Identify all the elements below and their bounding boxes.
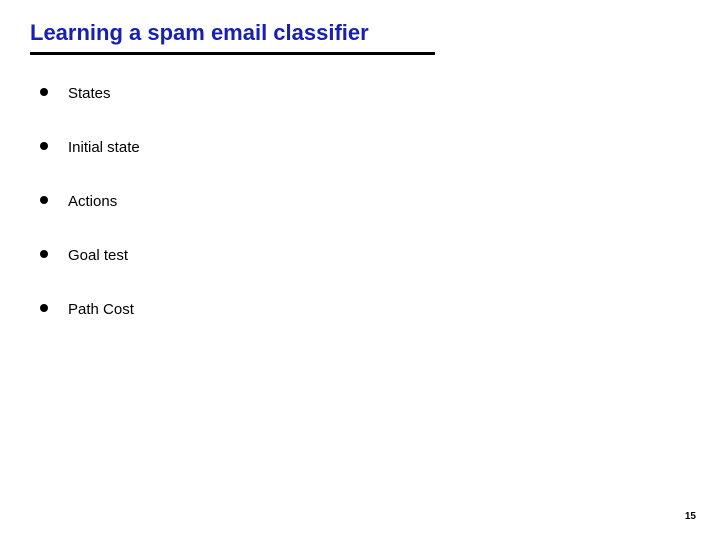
bullet-text: Actions [68, 193, 117, 210]
list-item: Path Cost [40, 301, 690, 319]
bullet-text: Path Cost [68, 301, 134, 318]
bullet-text: Goal test [68, 247, 128, 264]
bullet-icon [40, 304, 48, 312]
bullet-icon [40, 88, 48, 96]
slide-container: Learning a spam email classifier States … [0, 0, 720, 540]
list-item: Initial state [40, 139, 690, 157]
list-item: States [40, 85, 690, 103]
bullet-list: States Initial state Actions Goal test P… [30, 85, 690, 319]
page-number: 15 [685, 511, 696, 522]
bullet-icon [40, 142, 48, 150]
bullet-icon [40, 250, 48, 258]
slide-title: Learning a spam email classifier [30, 20, 435, 55]
list-item: Goal test [40, 247, 690, 265]
bullet-text: States [68, 85, 111, 102]
bullet-icon [40, 196, 48, 204]
bullet-text: Initial state [68, 139, 140, 156]
list-item: Actions [40, 193, 690, 211]
